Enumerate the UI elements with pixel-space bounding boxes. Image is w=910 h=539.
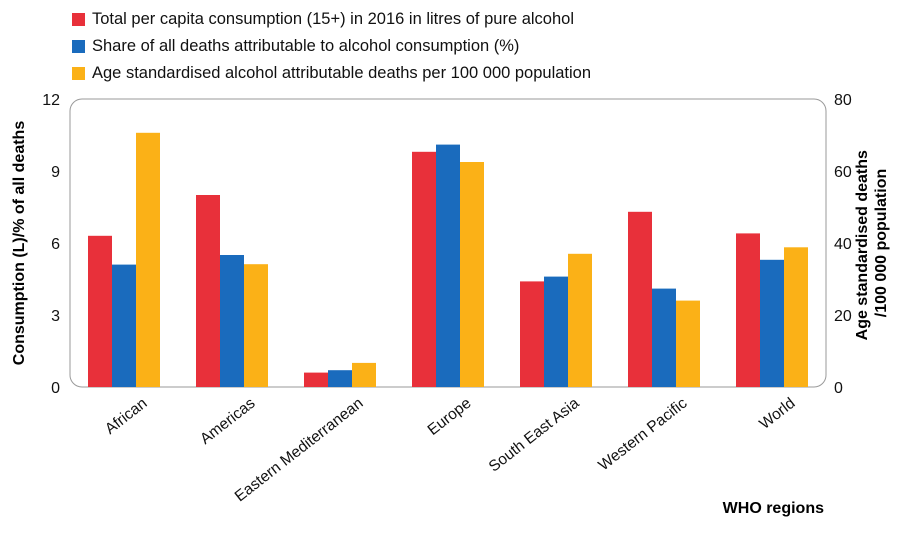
bar-europe-share-of-deaths bbox=[436, 144, 460, 387]
legend-label-consumption: Total per capita consumption (15+) in 20… bbox=[92, 9, 574, 28]
left-tick-3: 3 bbox=[51, 308, 60, 325]
bar-south-east-asia-consumption bbox=[520, 281, 544, 387]
bar-americas-consumption bbox=[196, 195, 220, 387]
x-axis-title: WHO regions bbox=[723, 500, 824, 517]
bar-african-age-standardised-deaths bbox=[136, 132, 160, 387]
category-label-europe: Europe bbox=[425, 395, 475, 439]
bar-african-consumption bbox=[88, 235, 112, 387]
right-axis-ticks: 0 20 40 60 80 bbox=[834, 92, 852, 397]
right-axis-title: Age standardised deaths /100 000 populat… bbox=[854, 146, 890, 341]
right-tick-40: 40 bbox=[834, 236, 852, 253]
bar-south-east-asia-share-of-deaths bbox=[544, 276, 568, 387]
right-tick-80: 80 bbox=[834, 92, 852, 109]
right-axis-title-line-2: /100 000 population bbox=[873, 169, 890, 317]
right-tick-0: 0 bbox=[834, 380, 843, 397]
legend-swatch-share-of-deaths bbox=[72, 39, 85, 53]
bars-group bbox=[88, 132, 808, 387]
bar-western-pacific-share-of-deaths bbox=[652, 288, 676, 387]
legend-item-age-standardised-deaths: Age standardised alcohol attributable de… bbox=[72, 62, 591, 84]
bar-western-pacific-age-standardised-deaths bbox=[676, 300, 700, 387]
left-tick-0: 0 bbox=[51, 380, 60, 397]
bar-americas-age-standardised-deaths bbox=[244, 264, 268, 387]
right-axis-title-line-1: Age standardised deaths bbox=[854, 150, 871, 340]
legend-item-consumption: Total per capita consumption (15+) in 20… bbox=[72, 8, 574, 30]
left-axis-ticks: 0 3 6 9 12 bbox=[42, 92, 60, 397]
legend-swatch-age-standardised-deaths bbox=[72, 66, 85, 80]
bar-world-age-standardised-deaths bbox=[784, 247, 808, 387]
bar-western-pacific-consumption bbox=[628, 211, 652, 387]
category-label-western-pacific: Western Pacific bbox=[595, 395, 690, 475]
right-tick-20: 20 bbox=[834, 308, 852, 325]
legend-swatch-consumption bbox=[72, 12, 85, 26]
bar-african-share-of-deaths bbox=[112, 264, 136, 387]
category-label-americas: Americas bbox=[197, 395, 259, 448]
left-tick-9: 9 bbox=[51, 164, 60, 181]
bar-europe-consumption bbox=[412, 151, 436, 387]
bar-europe-age-standardised-deaths bbox=[460, 162, 484, 387]
category-label-african: African bbox=[102, 395, 150, 438]
bar-south-east-asia-age-standardised-deaths bbox=[568, 253, 592, 387]
left-axis-title: Consumption (L)/% of all deaths bbox=[11, 121, 28, 366]
right-tick-60: 60 bbox=[834, 164, 852, 181]
category-label-world: World bbox=[756, 395, 798, 433]
bar-eastern-mediterranean-share-of-deaths bbox=[328, 370, 352, 387]
bar-eastern-mediterranean-consumption bbox=[304, 372, 328, 387]
category-label-south-east-asia: South East Asia bbox=[486, 395, 583, 476]
legend-item-share-of-deaths: Share of all deaths attributable to alco… bbox=[72, 35, 519, 57]
bar-world-consumption bbox=[736, 233, 760, 387]
left-tick-6: 6 bbox=[51, 236, 60, 253]
bar-americas-share-of-deaths bbox=[220, 255, 244, 387]
left-tick-12: 12 bbox=[42, 92, 60, 109]
bar-eastern-mediterranean-age-standardised-deaths bbox=[352, 362, 376, 387]
legend-label-share-of-deaths: Share of all deaths attributable to alco… bbox=[92, 36, 520, 55]
bar-world-share-of-deaths bbox=[760, 259, 784, 387]
legend-label-age-standardised-deaths: Age standardised alcohol attributable de… bbox=[92, 63, 592, 82]
